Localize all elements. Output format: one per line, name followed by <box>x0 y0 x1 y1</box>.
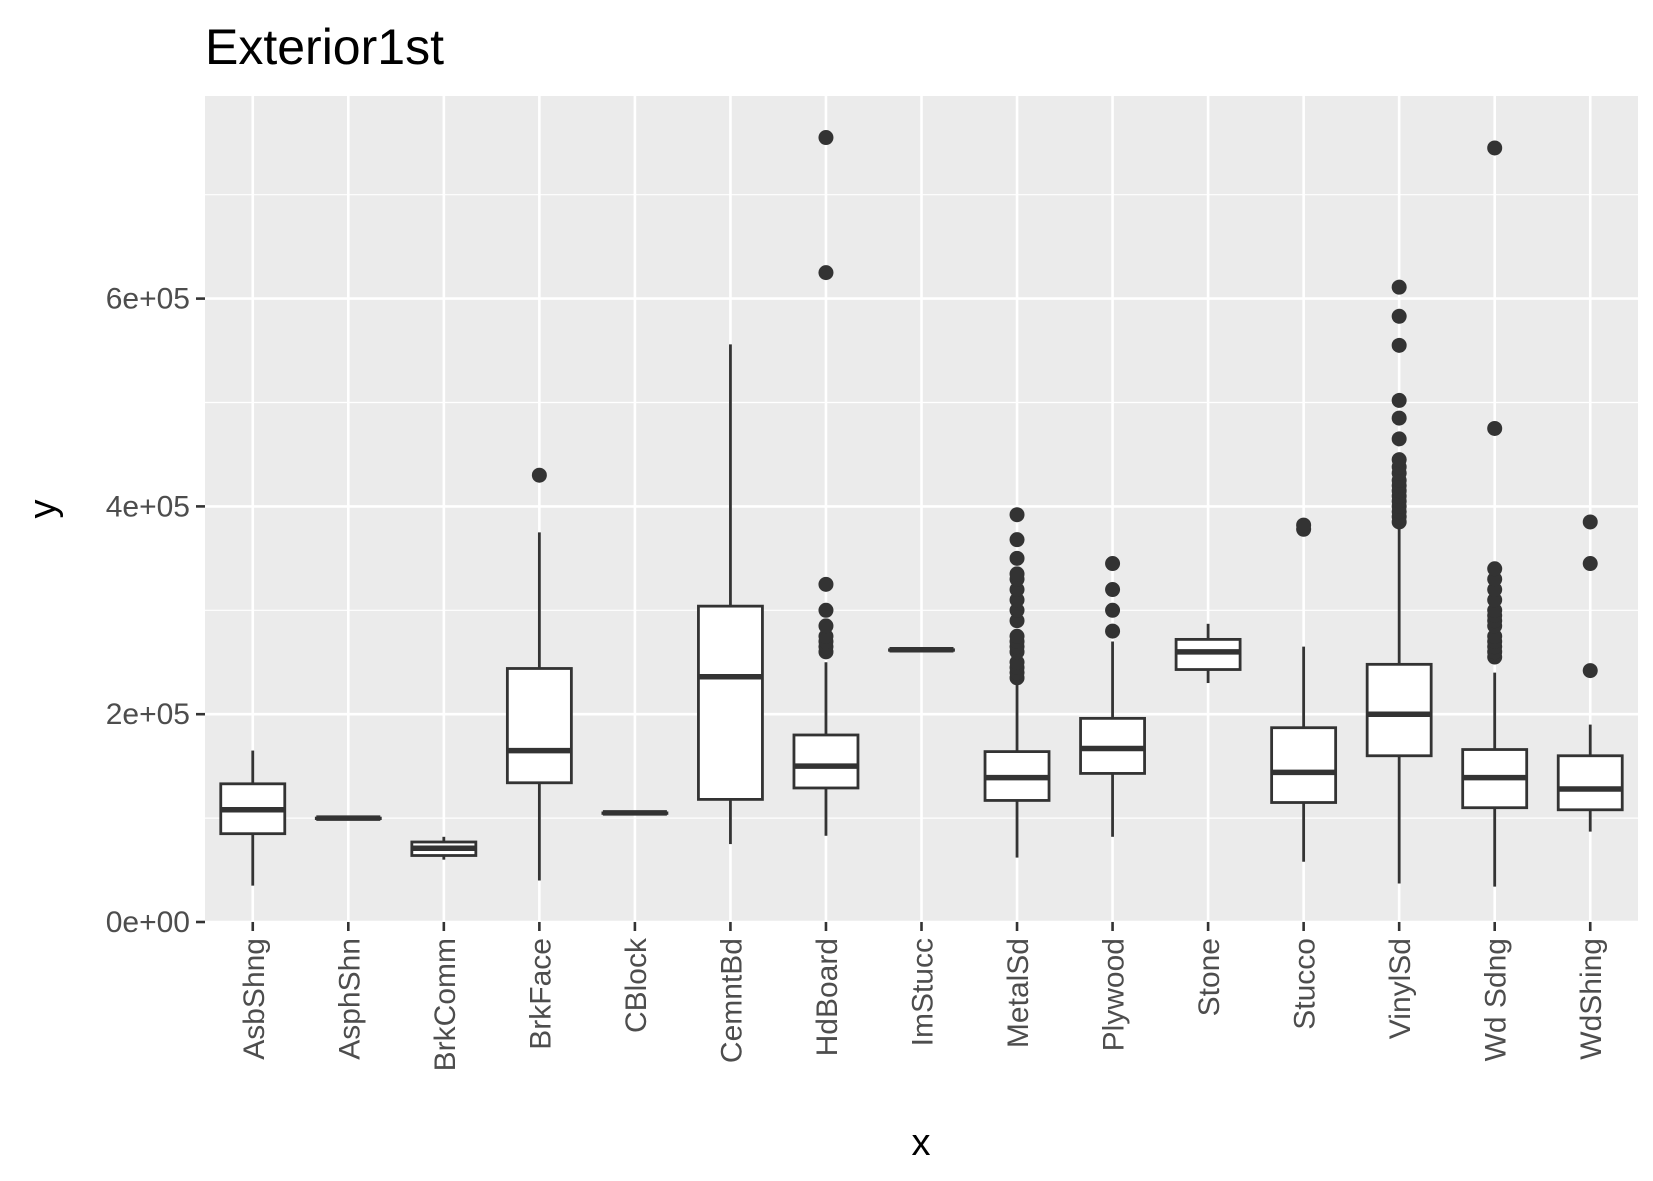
outlier-point <box>818 576 834 592</box>
box-hdboard <box>792 130 860 836</box>
outlier-point <box>1487 420 1503 436</box>
outlier-point <box>1105 556 1121 572</box>
y-tick-label: 4e+05 <box>106 490 190 523</box>
box-cblock <box>601 810 669 816</box>
outlier-point <box>1009 507 1025 523</box>
box-body <box>505 667 573 785</box>
x-tick-label: AsbShng <box>238 938 271 1060</box>
x-tick-label: BrkFace <box>524 938 557 1050</box>
x-tick-label: CBlock <box>620 937 653 1033</box>
box-brkface <box>505 467 573 881</box>
x-tick-label: VinylSd <box>1384 938 1417 1039</box>
x-tick-label: WdShing <box>1575 938 1608 1060</box>
outlier-point <box>1391 279 1407 295</box>
outlier-point <box>1009 566 1025 582</box>
box-asphshn <box>314 815 382 821</box>
box-body <box>1270 726 1338 804</box>
box-body <box>1365 662 1433 758</box>
box-metalsd <box>983 507 1051 858</box>
outlier-point <box>1009 550 1025 566</box>
x-tick-label: AsphShn <box>333 938 366 1060</box>
box-wd-sdng <box>1461 140 1529 887</box>
outlier-point <box>1582 663 1598 679</box>
box-plywood <box>1079 556 1146 837</box>
outlier-point <box>818 628 834 644</box>
outlier-point <box>1391 337 1407 353</box>
y-tick-label: 6e+05 <box>106 283 190 316</box>
outlier-point <box>1009 628 1025 644</box>
outlier-point <box>1391 431 1407 447</box>
chart-title: Exterior1st <box>205 19 444 75</box>
x-tick-label: Plywood <box>1098 938 1131 1051</box>
box-vinylsd <box>1365 279 1433 884</box>
x-tick-label: ImStucc <box>907 938 940 1046</box>
outlier-point <box>818 265 834 281</box>
outlier-point <box>1009 613 1025 629</box>
outlier-point <box>818 618 834 634</box>
box-body <box>792 733 860 790</box>
y-tick-label: 2e+05 <box>106 698 190 731</box>
outlier-point <box>1105 602 1121 618</box>
outlier-point <box>1009 592 1025 608</box>
outlier-point <box>1009 602 1025 618</box>
x-axis-title: x <box>912 1122 931 1164</box>
box-brkcomm <box>410 836 478 860</box>
x-tick-label: Stucco <box>1289 938 1322 1030</box>
boxes <box>219 130 1624 887</box>
outlier-point <box>818 602 834 618</box>
axes: 0e+00 2e+05 4e+05 6e+05 AsbShng AsphShn BrkCom… <box>106 283 1608 1072</box>
outlier-point <box>1391 452 1407 468</box>
box-stone <box>1174 623 1242 684</box>
x-tick-label: HdBoard <box>811 938 844 1056</box>
outlier-point <box>1296 517 1312 533</box>
outlier-point <box>1009 532 1025 548</box>
outlier-point <box>1582 514 1598 530</box>
outlier-point <box>1009 654 1025 670</box>
box-imstucc <box>888 647 955 653</box>
box-stucco <box>1270 517 1338 862</box>
x-tick-label: CemntBd <box>715 938 748 1063</box>
outlier-point <box>1487 582 1503 598</box>
outlier-point <box>1487 140 1503 156</box>
outlier-point <box>1009 582 1025 598</box>
box-body <box>1556 754 1624 812</box>
x-tick-label: Stone <box>1193 938 1226 1016</box>
outlier-point <box>1105 582 1121 598</box>
outlier-point <box>1487 571 1503 587</box>
x-tick-label: MetalSd <box>1002 938 1035 1048</box>
box-cemntbd <box>697 344 764 845</box>
outlier-point <box>1487 592 1503 608</box>
y-tick-label: 0e+00 <box>106 906 190 939</box>
box-body <box>697 604 764 801</box>
y-axis-title: y <box>22 500 64 519</box>
outlier-point <box>1391 410 1407 426</box>
outlier-point <box>1487 628 1503 644</box>
outlier-point <box>1391 308 1407 324</box>
x-tick-label: BrkComm <box>429 938 462 1071</box>
outlier-point <box>1487 561 1503 577</box>
outlier-point <box>531 467 547 483</box>
outlier-point <box>1391 392 1407 408</box>
outlier-point <box>1582 556 1598 572</box>
outlier-point <box>818 130 834 146</box>
outlier-point <box>1105 623 1121 639</box>
outlier-point <box>1487 602 1503 618</box>
x-tick-label: Wd Sdng <box>1480 938 1513 1061</box>
box-wdshing <box>1556 514 1624 832</box>
box-asbshng <box>219 750 287 886</box>
